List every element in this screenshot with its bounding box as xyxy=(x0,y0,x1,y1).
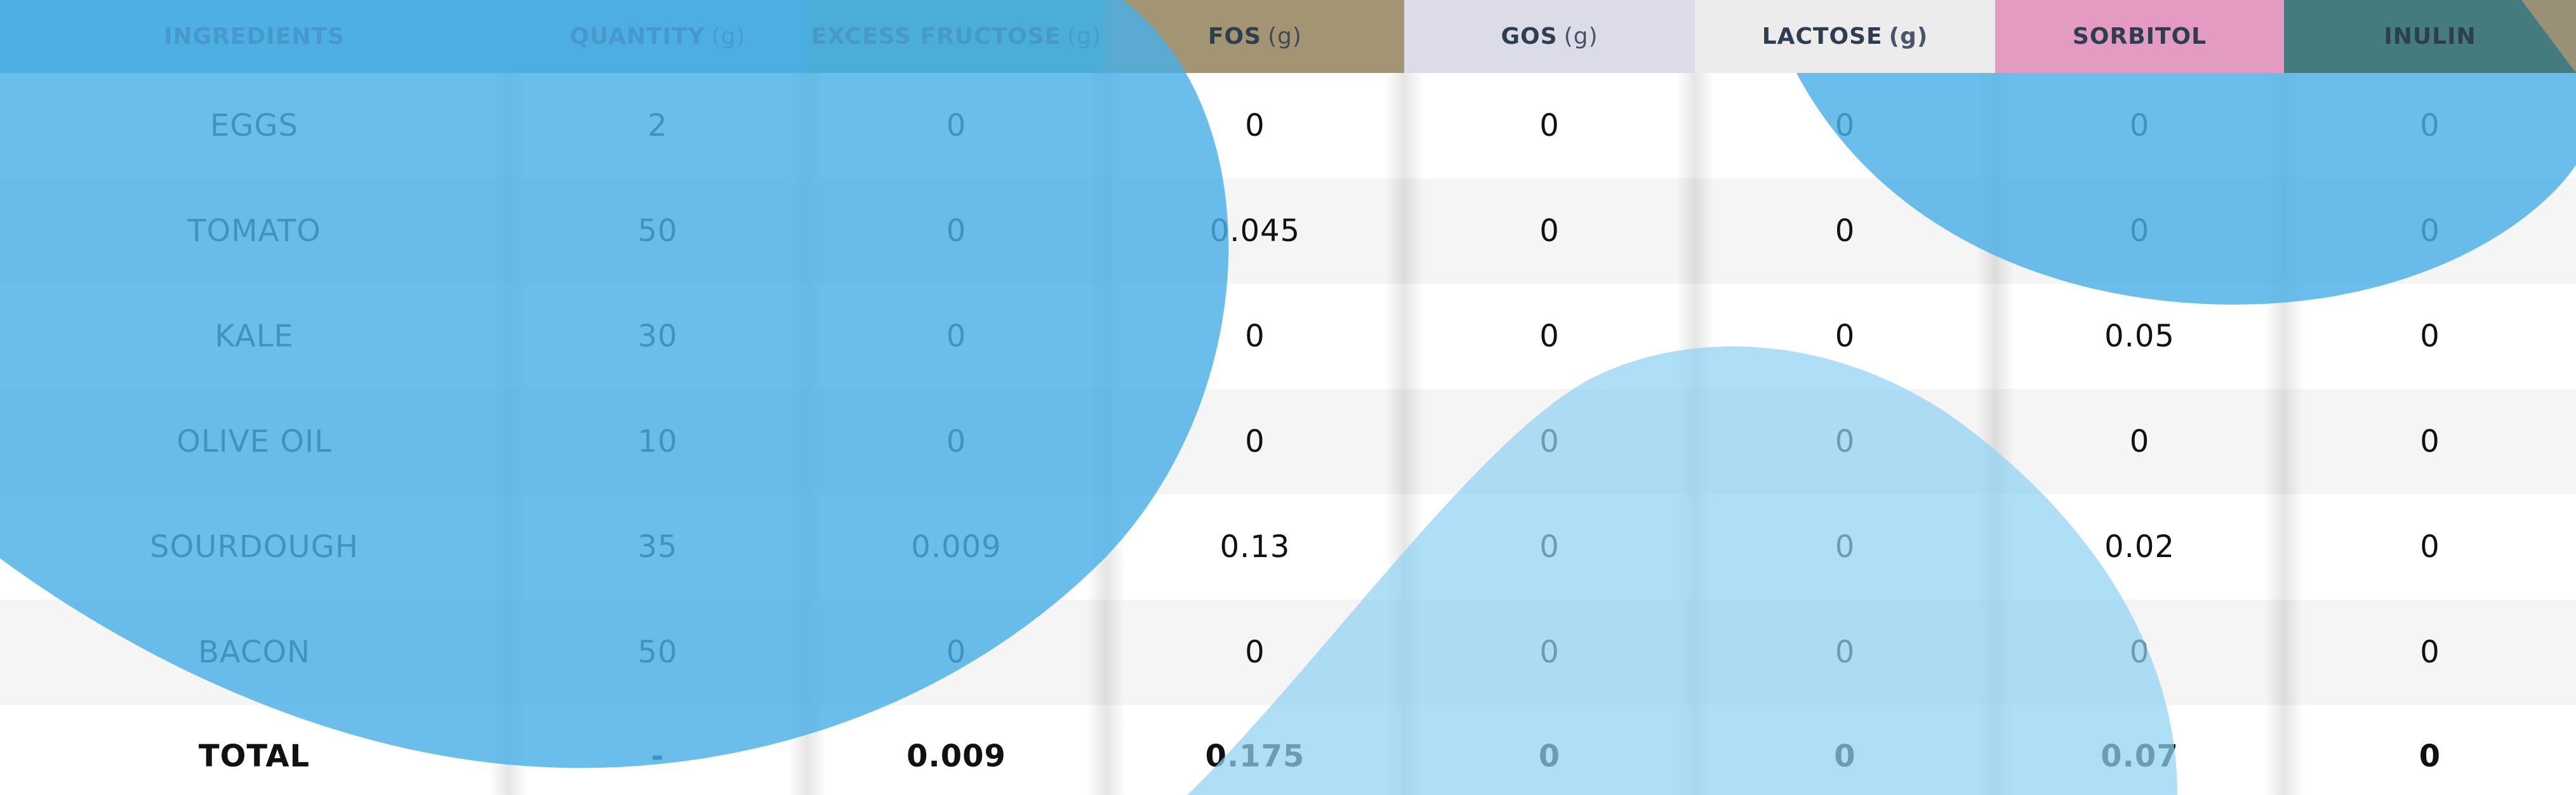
cell-excess-fructose: 0 xyxy=(946,424,967,459)
cell-fos: 0 xyxy=(1245,634,1265,670)
cell-quantity: 50 xyxy=(637,213,678,249)
cell-fos: 0.13 xyxy=(1219,529,1291,565)
cell-quantity: 10 xyxy=(637,424,678,459)
cell-inulin: 0 xyxy=(2420,529,2440,565)
cell-ingredients: KALE xyxy=(215,319,294,354)
cell-inulin: 0 xyxy=(2420,424,2440,459)
cell-sorbitol: 0.02 xyxy=(2104,529,2175,565)
cell-ingredients: BACON xyxy=(197,634,311,670)
cell-excess-fructose: 0 xyxy=(946,634,967,670)
cell-gos: 0 xyxy=(1539,529,1560,565)
cell-lactose: 0 xyxy=(1835,213,1856,249)
table-header: INGREDIENTS QUANTITY (g) EXCESS FRUCTOSE (g)… xyxy=(0,0,2576,73)
column-header-unit: (g) xyxy=(1268,23,1303,49)
cell-inulin: 0 xyxy=(2420,634,2440,670)
column-header-sorbitol: SORBITOL xyxy=(1995,0,2284,73)
column-header-unit: (g) xyxy=(1067,23,1102,49)
column-header-fos: FOS (g) xyxy=(1106,0,1404,73)
column-header-label: SORBITOL xyxy=(2072,23,2207,49)
cell-ingredients: TOMATO xyxy=(187,213,321,249)
cell-inulin: 0 xyxy=(2419,739,2441,774)
cell-ingredients: TOTAL xyxy=(198,739,310,774)
total-row: TOTAL - 0.009 0.175 0 0 0.07 0 xyxy=(0,705,2576,795)
cell-excess-fructose: 0 xyxy=(946,213,967,249)
cell-excess-fructose: 0.009 xyxy=(906,739,1006,774)
column-header-label: GOS xyxy=(1501,23,1558,49)
column-header-label: LACTOSE xyxy=(1762,23,1883,49)
column-header-inulin: INULIN xyxy=(2284,0,2576,73)
column-header-gos: GOS (g) xyxy=(1404,0,1695,73)
column-header-label: INGREDIENTS xyxy=(164,23,345,49)
cell-inulin: 0 xyxy=(2420,319,2440,354)
cell-fos: 0 xyxy=(1245,319,1265,354)
cell-inulin: 0 xyxy=(2420,213,2440,249)
column-header-unit: (g) xyxy=(1889,23,1929,49)
table-row: KALE 30 0 0 0 0 0.05 0 xyxy=(0,284,2576,389)
cell-sorbitol: 0 xyxy=(2129,108,2150,143)
table-row: OLIVE OIL 10 0 0 0 0 0 0 xyxy=(0,389,2576,494)
table-row: BACON 50 0 0 0 0 0 0 xyxy=(0,600,2576,705)
cell-quantity: 50 xyxy=(637,634,678,670)
column-header-excess-fructose: EXCESS FRUCTOSE (g) xyxy=(807,0,1106,73)
cell-ingredients: EGGS xyxy=(209,108,299,143)
cell-quantity: 35 xyxy=(637,529,678,565)
cell-gos: 0 xyxy=(1539,424,1560,459)
cell-fos: 0 xyxy=(1245,108,1265,143)
cell-gos: 0 xyxy=(1539,634,1560,670)
cell-fos: 0.175 xyxy=(1205,739,1305,774)
cell-gos: 0 xyxy=(1539,108,1560,143)
cell-sorbitol: 0 xyxy=(2129,213,2150,249)
table-row: SOURDOUGH 35 0.009 0.13 0 0 0.02 0 xyxy=(0,494,2576,600)
cell-fos: 0.045 xyxy=(1209,213,1301,249)
cell-excess-fructose: 0.009 xyxy=(911,529,1002,565)
column-header-unit: (g) xyxy=(711,23,746,49)
cell-gos: 0 xyxy=(1539,213,1560,249)
column-header-label: QUANTITY xyxy=(569,23,705,49)
cell-lactose: 0 xyxy=(1835,634,1856,670)
cell-quantity: - xyxy=(651,739,665,774)
column-header-label: FOS xyxy=(1207,23,1262,49)
column-header-quantity: QUANTITY (g) xyxy=(508,0,807,73)
cell-gos: 0 xyxy=(1538,739,1561,774)
cell-sorbitol: 0 xyxy=(2129,424,2150,459)
cell-quantity: 2 xyxy=(647,108,668,143)
cell-lactose: 0 xyxy=(1835,424,1856,459)
table-row: EGGS 2 0 0 0 0 0 0 xyxy=(0,73,2576,178)
column-header-label: EXCESS FRUCTOSE xyxy=(811,23,1061,49)
cell-sorbitol: 0.07 xyxy=(2101,739,2179,774)
cell-lactose: 0 xyxy=(1835,319,1856,354)
cell-lactose: 0 xyxy=(1834,739,1856,774)
cell-lactose: 0 xyxy=(1835,529,1856,565)
column-header-label: INULIN xyxy=(2384,23,2476,49)
column-header-unit: (g) xyxy=(1564,23,1598,49)
cell-sorbitol: 0.05 xyxy=(2104,319,2175,354)
cell-sorbitol: 0 xyxy=(2129,634,2150,670)
cell-inulin: 0 xyxy=(2420,108,2440,143)
column-header-ingredients: INGREDIENTS xyxy=(0,0,508,73)
column-header-lactose: LACTOSE (g) xyxy=(1695,0,1995,73)
cell-lactose: 0 xyxy=(1835,108,1856,143)
cell-quantity: 30 xyxy=(637,319,678,354)
cell-ingredients: SOURDOUGH xyxy=(150,529,359,565)
cell-excess-fructose: 0 xyxy=(946,319,967,354)
cell-gos: 0 xyxy=(1539,319,1560,354)
cell-fos: 0 xyxy=(1245,424,1265,459)
cell-excess-fructose: 0 xyxy=(946,108,967,143)
cell-ingredients: OLIVE OIL xyxy=(176,424,332,459)
table-row: TOMATO 50 0 0.045 0 0 0 0 xyxy=(0,178,2576,284)
